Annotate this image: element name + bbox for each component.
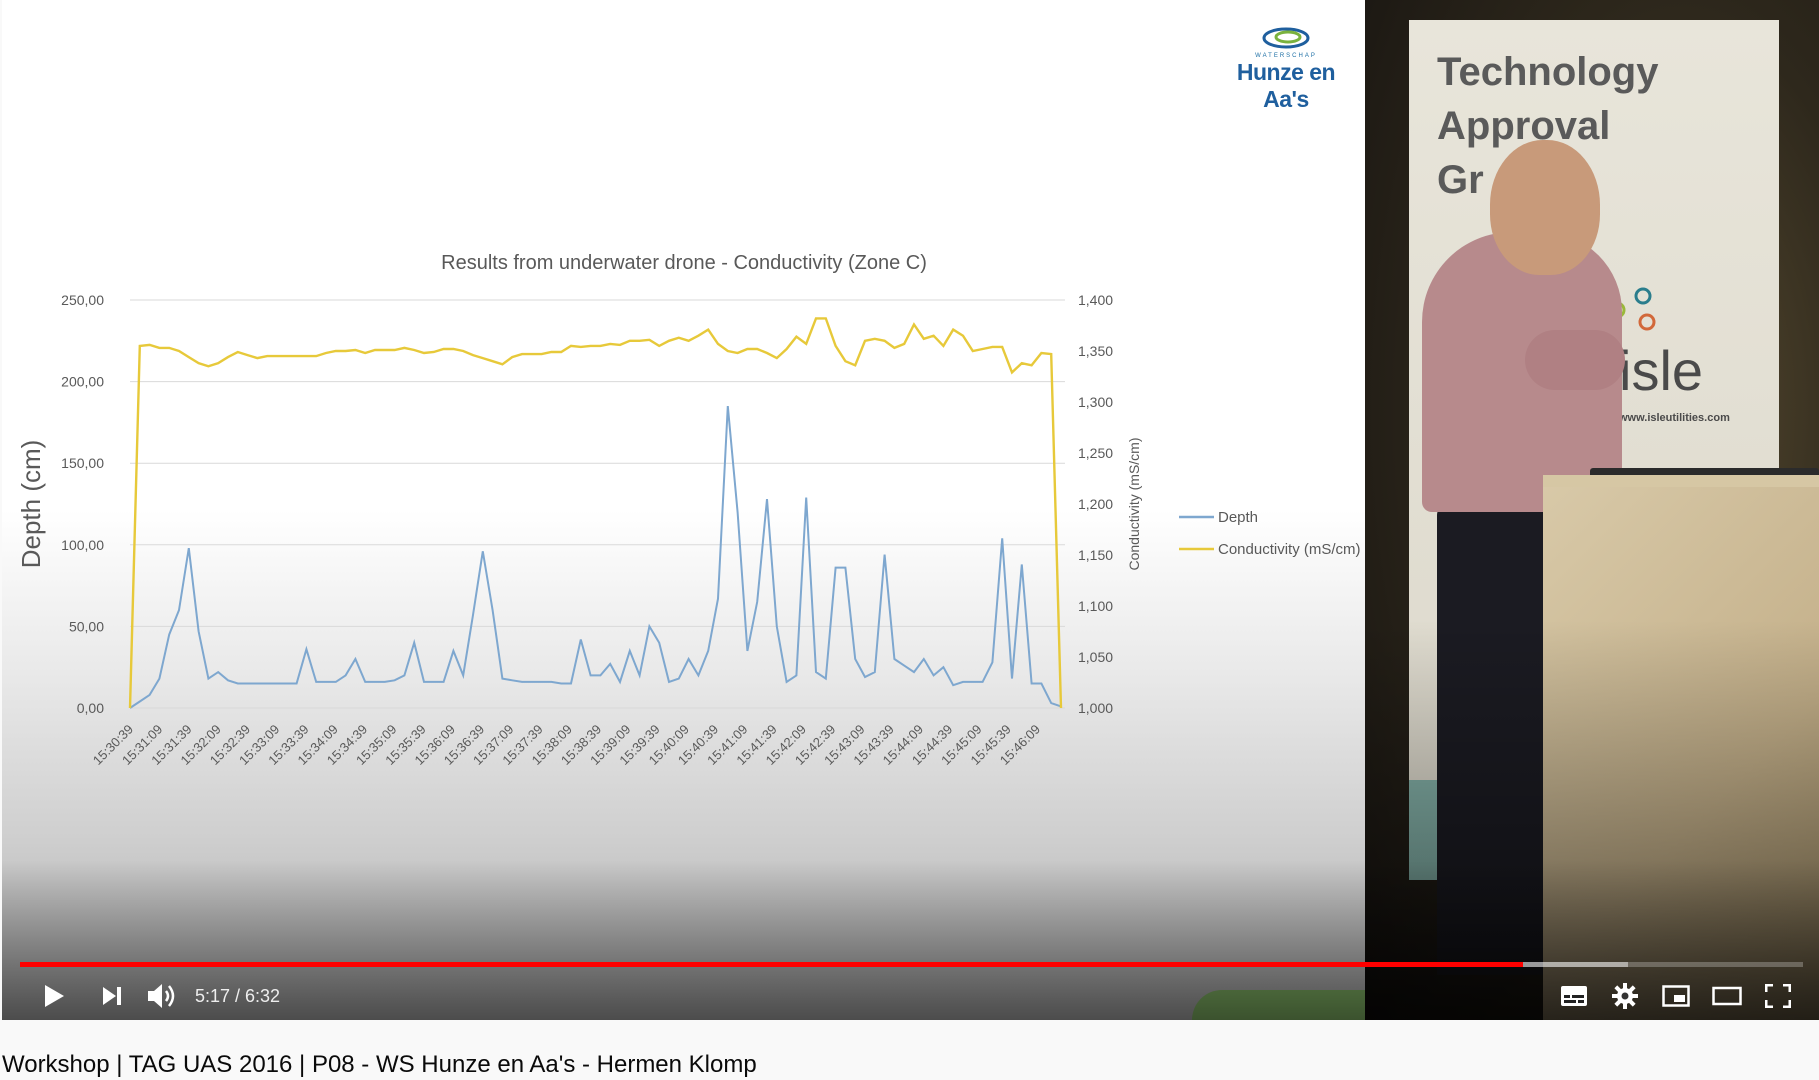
- logo-name: Hunze en Aa's: [1236, 59, 1336, 112]
- video-player[interactable]: WATERSCHAP Hunze en Aa's Results from un…: [2, 0, 1819, 1020]
- right-axis-label: Conductivity (mS/cm): [1126, 437, 1142, 570]
- banner-line-2: Approval: [1437, 104, 1611, 148]
- series-line-depth: [129, 406, 1062, 709]
- play-button[interactable]: [32, 976, 76, 1016]
- theater-mode-button[interactable]: [1705, 976, 1749, 1016]
- play-icon: [45, 985, 64, 1007]
- speaker-arm: [1525, 330, 1625, 390]
- next-button[interactable]: [90, 976, 134, 1016]
- legend-label-conductivity: Conductivity (mS/cm): [1218, 541, 1361, 558]
- chart-legend: Depth Conductivity (mS/cm): [1179, 509, 1361, 558]
- y2-tick-label: 1,250: [1078, 445, 1113, 461]
- settings-button[interactable]: [1603, 976, 1647, 1016]
- y-tick-label: 50,00: [69, 618, 104, 634]
- chart-title: Results from underwater drone - Conducti…: [441, 252, 927, 274]
- chart-gridlines: [130, 299, 1065, 709]
- speaker-camera-view: Technology Approval Gr isle www.isleutil…: [1365, 0, 1819, 1020]
- gear-icon: [1612, 983, 1638, 1009]
- subtitles-icon: [1561, 986, 1587, 1006]
- right-axis-ticks: 1,000 1,050 1,100 1,150 1,200 1,250 1,300 1,350…: [1078, 292, 1113, 716]
- y2-tick-label: 1,350: [1078, 343, 1113, 359]
- controls-gradient: [2, 860, 1819, 1020]
- y2-tick-label: 1,000: [1078, 700, 1113, 716]
- y2-tick-label: 1,200: [1078, 496, 1113, 512]
- left-axis-ticks: 0,00 50,00 100,00 150,00 200,00 250,00: [61, 292, 104, 716]
- y-tick-label: 100,00: [61, 537, 104, 553]
- volume-button[interactable]: [140, 976, 184, 1016]
- hunze-en-aas-logo: WATERSCHAP Hunze en Aa's: [1226, 26, 1346, 113]
- volume-icon: [148, 984, 175, 1008]
- theater-icon: [1712, 986, 1742, 1006]
- fullscreen-icon: [1765, 984, 1791, 1008]
- y2-tick-label: 1,050: [1078, 649, 1113, 665]
- logo-swirl-icon: [1262, 27, 1310, 49]
- y-tick-label: 200,00: [61, 374, 104, 390]
- legend-label-depth: Depth: [1218, 509, 1258, 526]
- y-tick-label: 250,00: [61, 292, 104, 308]
- subtitles-button[interactable]: [1552, 976, 1596, 1016]
- y2-tick-label: 1,400: [1078, 292, 1113, 308]
- conductivity-chart: Results from underwater drone - Conducti…: [16, 252, 1361, 768]
- presentation-slide: WATERSCHAP Hunze en Aa's Results from un…: [2, 0, 1365, 1020]
- left-axis-label: Depth (cm): [16, 440, 46, 569]
- banner-line-1: Technology: [1437, 50, 1659, 94]
- logo-subtext: WATERSCHAP: [1255, 53, 1317, 59]
- banner-line-3: Gr: [1437, 158, 1484, 202]
- miniplayer-button[interactable]: [1654, 976, 1698, 1016]
- y-tick-label: 0,00: [77, 700, 104, 716]
- progress-bar[interactable]: [20, 962, 1803, 967]
- fullscreen-button[interactable]: [1756, 976, 1800, 1016]
- banner-url: www.isleutilities.com: [1619, 412, 1730, 424]
- y2-tick-label: 1,100: [1078, 598, 1113, 614]
- next-icon: [103, 987, 121, 1005]
- y2-tick-label: 1,150: [1078, 547, 1113, 563]
- miniplayer-icon: [1662, 985, 1690, 1007]
- time-display: 5:17 / 6:32: [195, 986, 281, 1006]
- y2-tick-label: 1,300: [1078, 394, 1113, 410]
- series-line-conductivity: [128, 317, 1063, 709]
- progress-played: [20, 962, 1524, 967]
- y-tick-label: 150,00: [61, 455, 104, 471]
- video-title: Workshop | TAG UAS 2016 | P08 - WS Hunze…: [2, 1051, 757, 1078]
- x-axis-ticks: 15:30:3915:31:0915:31:3915:32:0915:32:39…: [90, 722, 1043, 768]
- banner-brand: isle: [1619, 339, 1704, 402]
- speaker-head: [1490, 140, 1600, 275]
